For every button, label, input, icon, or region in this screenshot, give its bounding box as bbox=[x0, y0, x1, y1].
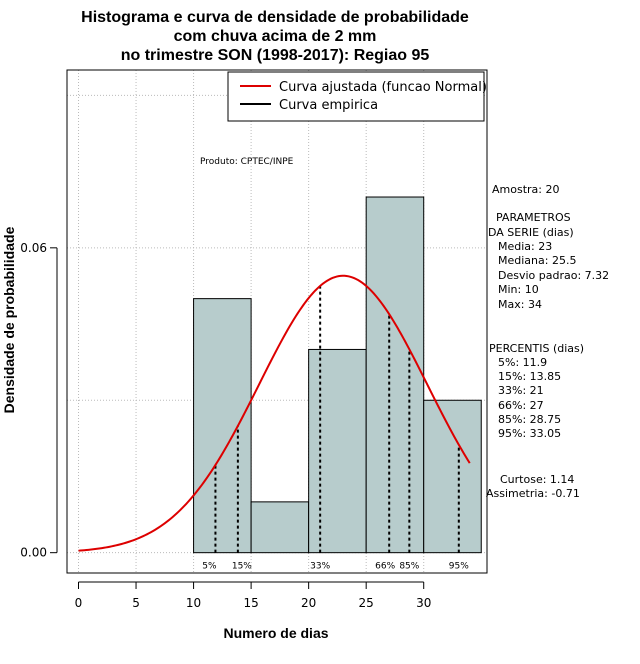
percentile-label: 15% bbox=[232, 562, 252, 572]
histogram-bar bbox=[423, 399, 482, 554]
x-tick-label: 30 bbox=[416, 596, 431, 610]
chart-title-line-1: Histograma e curva de densidade de proba… bbox=[81, 9, 469, 26]
legend-label-normal: Curva ajustada (funcao Normal) bbox=[279, 80, 487, 95]
x-tick-label: 5 bbox=[132, 596, 140, 610]
percentile-label: 85% bbox=[399, 562, 419, 572]
x-tick-label: 25 bbox=[359, 596, 374, 610]
stat-mediana: Mediana: 25.5 bbox=[498, 254, 576, 267]
percentile-labels: 5% 15% 33% 66% 85% 95% bbox=[202, 562, 469, 572]
x-tick-label: 10 bbox=[186, 596, 201, 610]
x-tick-label: 15 bbox=[243, 596, 258, 610]
stat-curtose: Curtose: 1.14 bbox=[500, 473, 574, 486]
plot-frame bbox=[66, 69, 488, 574]
percentile-label: 66% bbox=[375, 562, 395, 572]
histogram-bar bbox=[250, 501, 310, 554]
stat-p66: 66%: 27 bbox=[498, 399, 544, 412]
stat-media: Media: 23 bbox=[498, 240, 552, 253]
y-axis: 0.00 0.06 bbox=[20, 241, 58, 560]
histogram-bars bbox=[193, 196, 482, 554]
stat-max: Max: 34 bbox=[498, 298, 542, 311]
histogram-bar bbox=[365, 196, 425, 554]
y-tick-label: 0.06 bbox=[20, 241, 47, 255]
y-axis-title: Densidade de probabilidade bbox=[1, 226, 17, 413]
stat-min: Min: 10 bbox=[498, 283, 539, 296]
x-axis-title: Numero de dias bbox=[223, 625, 328, 641]
percentile-lines bbox=[214, 285, 460, 553]
histogram-bar bbox=[193, 298, 252, 554]
legend-box bbox=[227, 71, 485, 122]
normal-curve bbox=[78, 274, 471, 552]
stat-p85: 85%: 28.75 bbox=[498, 413, 561, 426]
chart-title-line-3: no trimestre SON (1998-2017): Regiao 95 bbox=[121, 47, 430, 64]
legend: Curva ajustada (funcao Normal) Curva emp… bbox=[227, 71, 487, 122]
stat-param-header-1: PARAMETROS bbox=[496, 211, 571, 224]
chart-title-line-2: com chuva acima de 2 mm bbox=[174, 28, 377, 45]
percentile-label: 33% bbox=[310, 562, 330, 572]
histogram-bar bbox=[308, 348, 367, 554]
stat-p33: 33%: 21 bbox=[498, 384, 544, 397]
percentile-label: 5% bbox=[202, 562, 217, 572]
y-tick-label: 0.00 bbox=[20, 546, 47, 560]
percentile-label: 95% bbox=[449, 562, 469, 572]
normal-curve-layer bbox=[78, 274, 471, 552]
x-axis: 0 5 10 15 20 25 30 bbox=[75, 581, 431, 610]
stat-p95: 95%: 33.05 bbox=[498, 427, 561, 440]
stat-param-header-2: DA SERIE (dias) bbox=[488, 226, 574, 239]
stat-assimetria: Assimetria: -0.71 bbox=[486, 487, 580, 500]
x-tick-label: 0 bbox=[75, 596, 83, 610]
stat-p15: 15%: 13.85 bbox=[498, 370, 561, 383]
stat-p5: 5%: 11.9 bbox=[498, 356, 547, 369]
stat-percentis-header: PERCENTIS (dias) bbox=[489, 342, 584, 355]
legend-label-empirical: Curva empirica bbox=[279, 98, 378, 113]
stat-amostra: Amostra: 20 bbox=[492, 183, 559, 196]
stat-desvio: Desvio padrao: 7.32 bbox=[498, 269, 609, 282]
stats-panel: Amostra: 20 PARAMETROS DA SERIE (dias) M… bbox=[486, 183, 609, 500]
product-annotation: Produto: CPTEC/INPE bbox=[200, 157, 294, 167]
x-tick-label: 20 bbox=[301, 596, 316, 610]
